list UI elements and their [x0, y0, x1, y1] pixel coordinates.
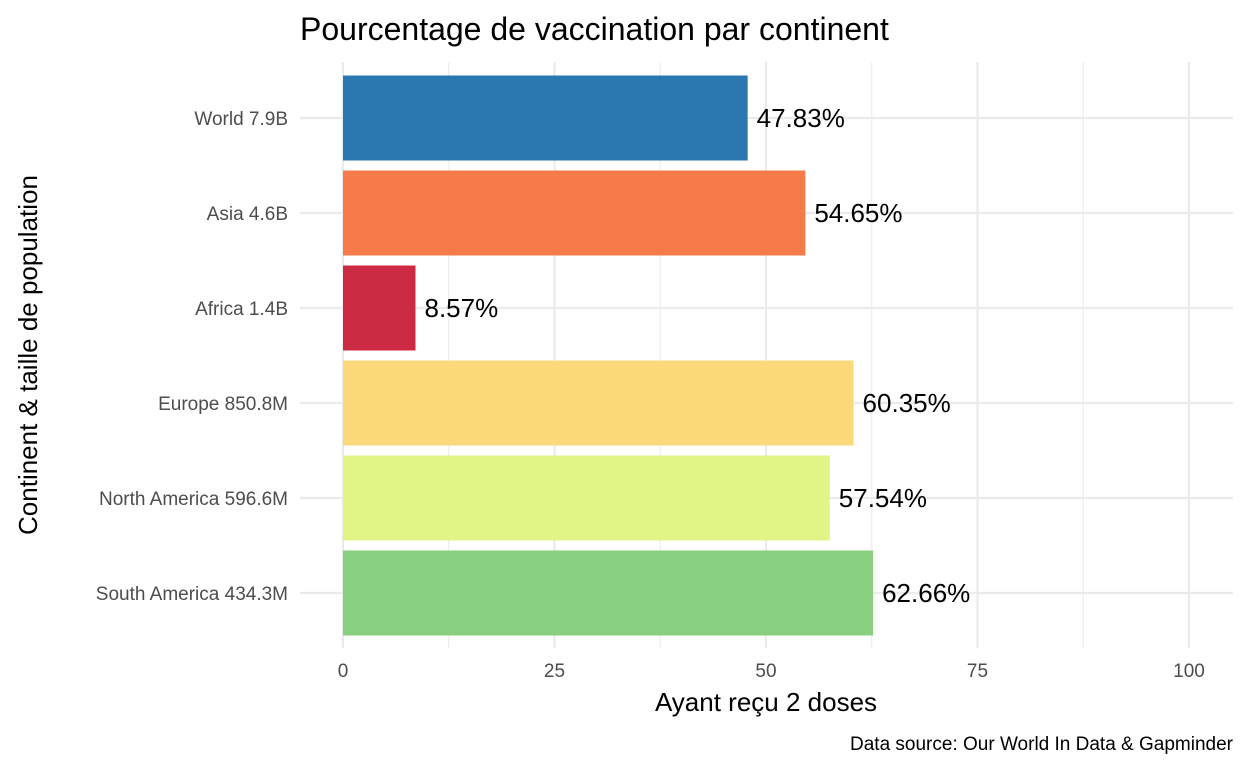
x-tick-label: 75 [967, 661, 988, 682]
bar [343, 75, 748, 161]
x-tick-label: 25 [544, 661, 565, 682]
caption: Data source: Our World In Data & Gapmind… [850, 734, 1234, 755]
y-tick-label: North America 596.6M [99, 489, 288, 510]
y-tick-label: Asia 4.6B [207, 204, 288, 225]
x-tick-labels: 0 25 50 75 100 [338, 661, 1205, 682]
bar [343, 360, 854, 446]
y-tick-label: World 7.9B [194, 109, 288, 130]
data-label: 62.66% [882, 578, 970, 608]
x-tick-label: 0 [338, 661, 349, 682]
data-label: 60.35% [863, 388, 951, 418]
data-labels: 47.83% 54.65% 8.57% 60.35% 57.54% 62.66% [425, 103, 971, 608]
y-tick-label: Africa 1.4B [195, 299, 288, 320]
y-axis-title: Continent & taille de population [13, 175, 43, 535]
bar [343, 265, 416, 351]
data-label: 54.65% [814, 198, 902, 228]
y-tick-label: South America 434.3M [96, 584, 288, 605]
chart-title: Pourcentage de vaccination par continent [300, 11, 889, 47]
data-label: 47.83% [757, 103, 845, 133]
x-tick-label: 100 [1173, 661, 1205, 682]
bars [343, 75, 874, 636]
x-axis-title: Ayant reçu 2 doses [655, 687, 877, 717]
y-tick-labels: World 7.9B Asia 4.6B Africa 1.4B Europe 850… [96, 109, 288, 605]
y-tick-label: Europe 850.8M [158, 394, 288, 415]
data-label: 57.54% [839, 483, 927, 513]
x-tick-label: 50 [755, 661, 776, 682]
bar [343, 455, 830, 541]
bar [343, 550, 874, 636]
bar [343, 170, 806, 256]
data-label: 8.57% [425, 293, 499, 323]
